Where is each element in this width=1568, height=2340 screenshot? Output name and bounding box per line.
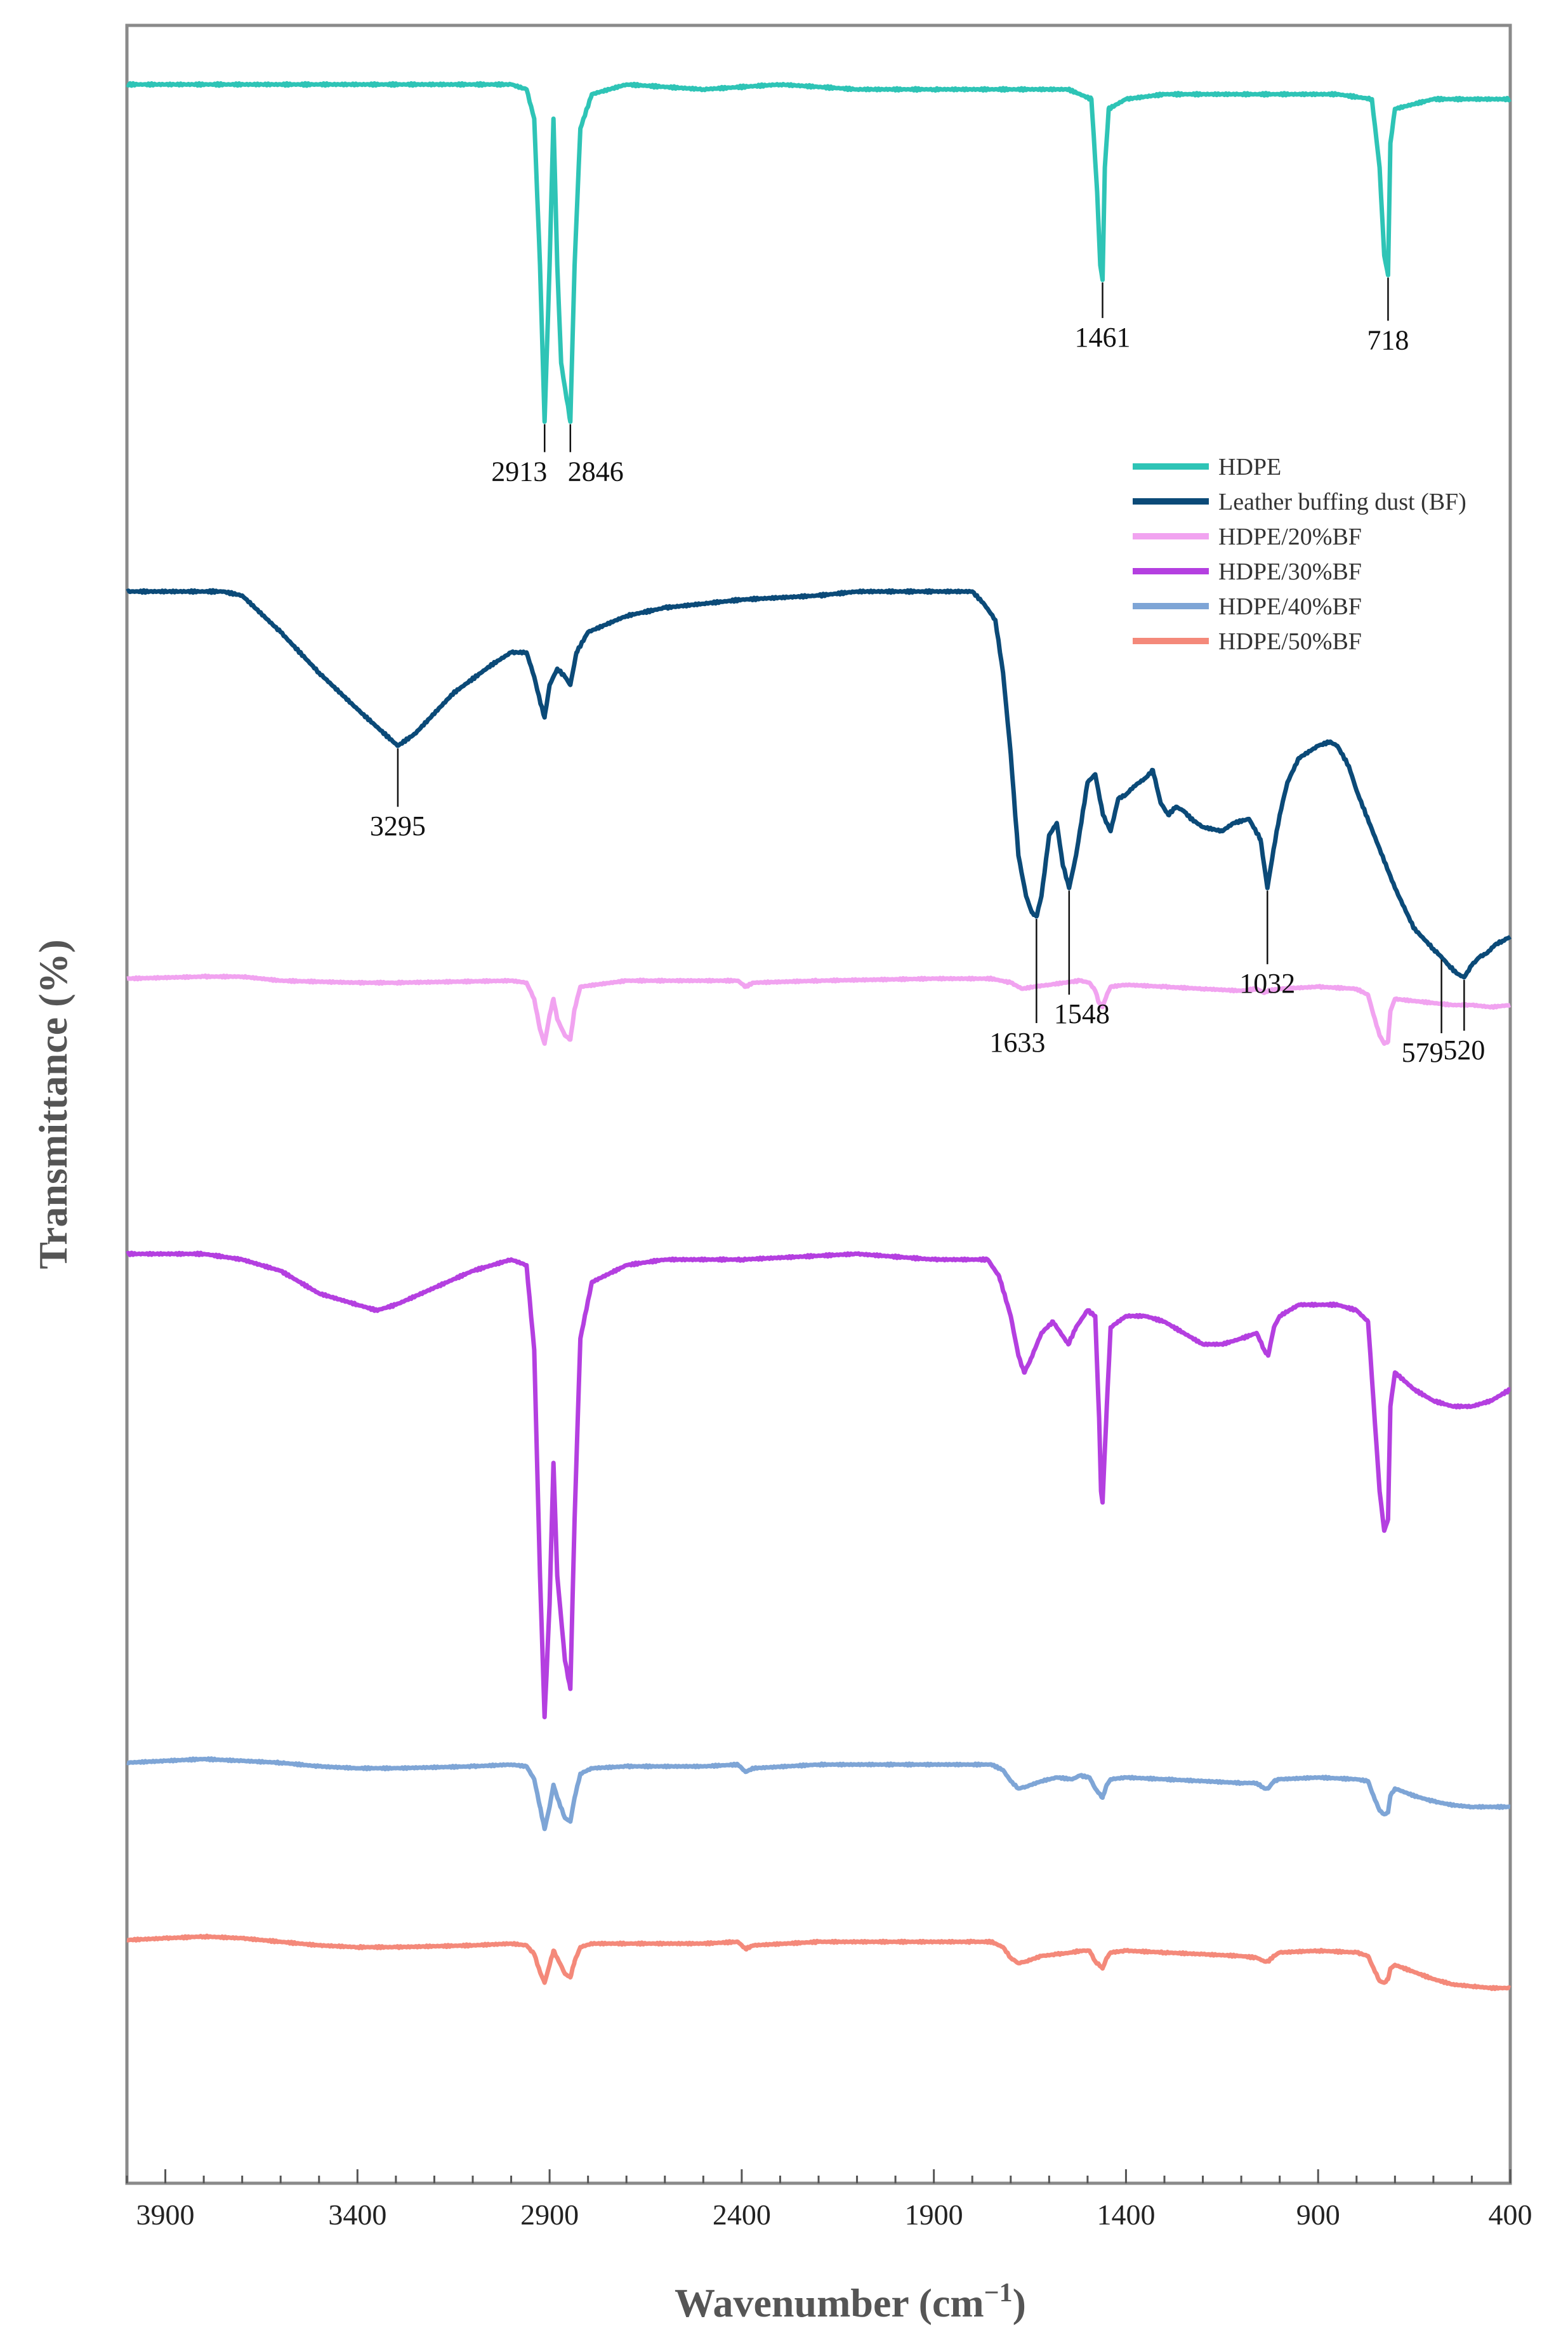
plot-frame <box>125 23 1512 2185</box>
x-tick-label: 400 <box>1489 2198 1532 2231</box>
x-axis-ticks <box>126 2169 1512 2183</box>
x-axis-title-main: Wavenumber (cm <box>675 2280 984 2325</box>
legend-label: HDPE/50%BF <box>1218 628 1362 655</box>
peak-label: 2846 <box>568 456 624 487</box>
peak-label: 1032 <box>1239 968 1295 999</box>
x-tick-label: 3400 <box>328 2198 386 2231</box>
peak-label: 1461 <box>1075 322 1131 353</box>
series-line <box>126 1250 1512 1719</box>
series-line <box>126 81 1512 424</box>
legend-label: HDPE/40%BF <box>1218 593 1362 620</box>
x-tick-label: 2900 <box>520 2198 579 2231</box>
peak-label: 3295 <box>370 810 426 842</box>
legend-label: Leather buffing dust (BF) <box>1218 489 1466 515</box>
x-axis-title: Wavenumber (cm−1) <box>675 2278 1026 2325</box>
series-line <box>126 973 1512 1046</box>
peak-annotations: 2913 2846 1461 718 3295 1633 1548 1032 579 520 <box>370 277 1485 1068</box>
x-axis-title-close: ) <box>1013 2280 1026 2325</box>
peak-label: 2913 <box>491 456 547 487</box>
x-tick-label: 3900 <box>136 2198 195 2231</box>
x-axis-tick-labels: 3900 3400 2900 2400 1900 1400 900 400 <box>136 2198 1532 2231</box>
peak-label: 579 <box>1402 1037 1444 1068</box>
x-tick-label: 1400 <box>1097 2198 1155 2231</box>
series-line <box>126 1933 1512 1992</box>
legend-label: HDPE/30%BF <box>1218 559 1362 585</box>
series-line <box>126 588 1512 980</box>
peak-label: 520 <box>1443 1034 1485 1066</box>
x-tick-label: 1900 <box>905 2198 963 2231</box>
legend-label: HDPE <box>1218 454 1281 480</box>
spectra <box>126 81 1512 1992</box>
legend: HDPE Leather buffing dust (BF) HDPE/20%BF H… <box>1133 454 1466 655</box>
series-line <box>126 1756 1512 1832</box>
x-tick-label: 900 <box>1296 2198 1340 2231</box>
x-axis-title-exponent: −1 <box>984 2278 1013 2308</box>
peak-label: 718 <box>1367 324 1409 355</box>
legend-label: HDPE/20%BF <box>1218 524 1362 550</box>
peak-label: 1633 <box>989 1027 1045 1058</box>
peak-label: 1548 <box>1054 998 1110 1029</box>
y-axis-title: Transmittance (%) <box>30 939 76 1269</box>
x-tick-label: 2400 <box>713 2198 771 2231</box>
